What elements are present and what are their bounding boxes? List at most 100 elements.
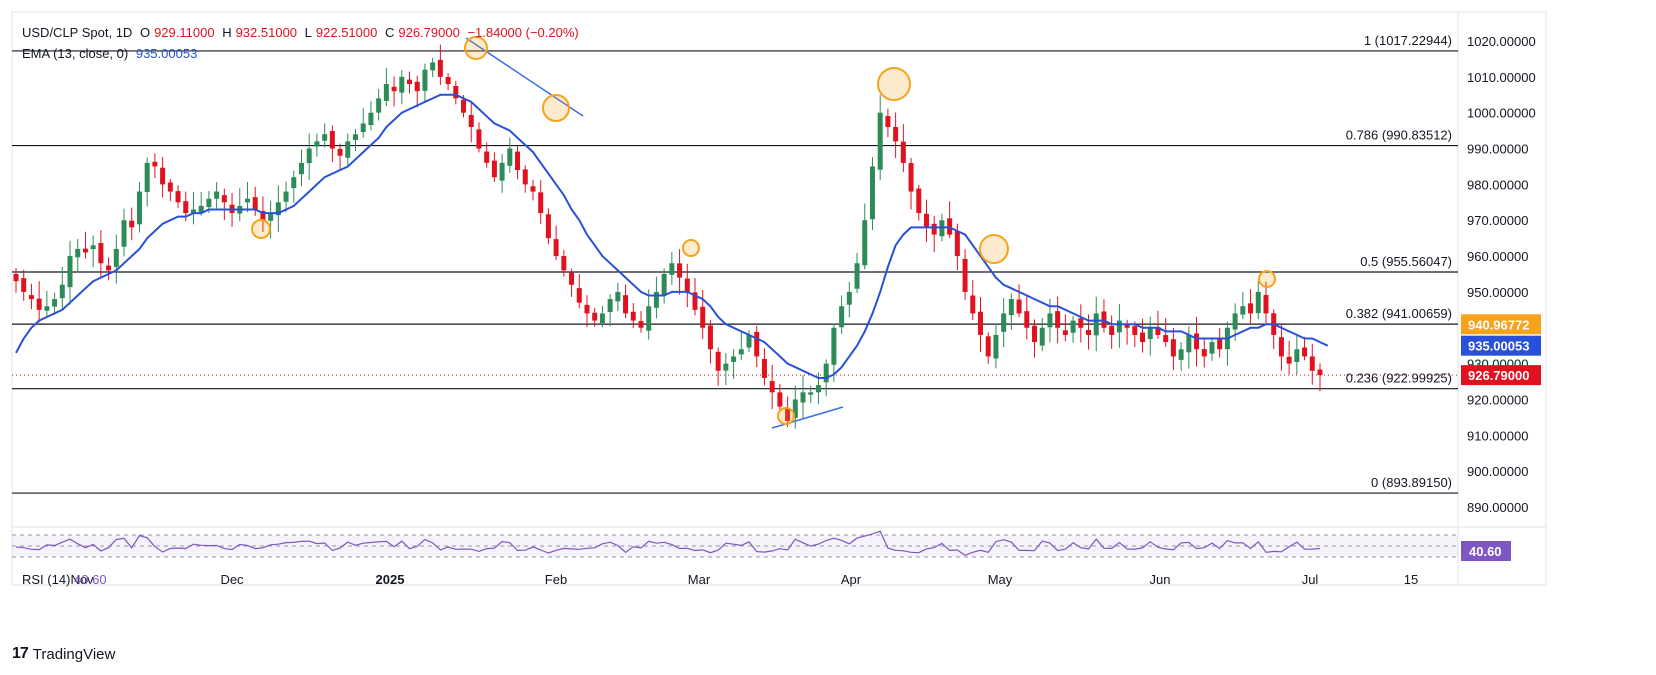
candle-body [684,278,690,292]
candle-body [831,327,837,365]
candle-body [437,59,443,77]
tradingview-brand[interactable]: 17 TradingView [12,645,115,663]
candle-body [777,392,783,407]
y-tick-label: 970.00000 [1467,213,1528,228]
highlight-circle [877,67,911,101]
candle-body [90,245,96,250]
candle-body [353,134,359,140]
candle-body [769,381,775,393]
brand-label: TradingView [32,645,116,663]
symbol-label: USD/CLP Spot, 1D [22,25,133,40]
candle-body [746,334,752,348]
candle-body [839,306,845,328]
candle-body [569,272,575,285]
ema-legend[interactable]: EMA (13, close, 0) 935.00053 [22,46,201,61]
x-tick-label: Mar [688,572,711,587]
candle-body [21,278,27,292]
candle-body [862,220,868,266]
candle-body [553,239,559,257]
candle-body [67,256,73,288]
fib-label: 0.5 (955.56047) [1360,254,1452,269]
ema-label: EMA (13, close, 0) [22,46,129,61]
candle-body [1086,329,1092,335]
highlight-circle [777,407,795,425]
candle-body [877,112,883,170]
candle-body [430,62,436,71]
candle-body [1055,311,1061,328]
candle-body [700,306,706,328]
candle-body [545,214,551,239]
candle-body [900,141,906,163]
candle-body [206,198,212,208]
candle-body [129,220,135,228]
candle-body [1116,320,1122,333]
candle-body [916,188,922,214]
candle-body [576,288,582,303]
candle-body [1163,335,1169,343]
candle-body [1140,332,1146,343]
candle-body [1294,349,1300,362]
candle-body [1286,356,1292,364]
fib-label: 0.236 (922.99925) [1346,371,1452,386]
candle-body [314,141,320,147]
y-tick-label: 1020.00000 [1467,34,1536,49]
candle-body [846,291,852,305]
candle-body [1024,311,1030,328]
rsi-tag-label: 40.60 [1469,544,1502,559]
candle-body [1194,333,1200,350]
candle-body [322,134,328,141]
candle-body [977,311,983,335]
candle-body [761,358,767,378]
x-tick-label: May [988,572,1013,587]
fibonacci-levels: 1 (1017.22944) 0.786 (990.83512) 0.5 (955.… [12,33,1458,494]
rsi-line [15,530,1321,556]
highlight-circle [464,36,488,60]
candle-body [1278,337,1284,357]
y-tick-label: 900.00000 [1467,464,1528,479]
candle-body [1186,334,1192,353]
candle-body [1155,327,1161,335]
candle-body [623,295,629,314]
candle-body [36,298,42,310]
price-axis: 1020.00000 1010.00000 1000.00000 990.00000 9… [1461,34,1541,515]
ema-value: 935.00053 [135,46,198,61]
candle-body [723,363,729,371]
candle-body [923,213,929,228]
low-label: L [304,25,312,40]
highlight-circle [251,219,271,239]
rsi-legend[interactable]: RSI (14) 40.60 [22,572,107,587]
candle-body [507,148,513,166]
highlight-circle [682,239,700,257]
candle-body [785,408,791,421]
candle-body [615,291,621,302]
candle-body [800,392,806,403]
candle-body [175,191,181,203]
candle-body [476,129,482,149]
candle-body [1302,347,1308,357]
candle-body [931,223,937,235]
candle-body [407,79,413,85]
candle-body [461,99,467,113]
highlight-circle [1258,270,1276,288]
candle-body [599,313,605,324]
candle-body [1124,323,1130,328]
candle-body [368,112,374,126]
candle-body [1062,330,1068,335]
highlight-circle [542,94,570,122]
candle-body [399,76,405,93]
price-tag [1461,365,1541,386]
candle-body [44,306,50,311]
y-tick-label: 910.00000 [1467,428,1528,443]
price-tag [1461,314,1541,335]
time-axis: Nov Dec 2025 Feb Mar Apr May Jun Jul 15 [70,572,1418,587]
x-tick-label: 15 [1404,572,1418,587]
candle-body [268,213,274,221]
y-tick-label: 990.00000 [1467,142,1528,157]
candle-body [607,299,613,313]
candle-body [28,295,34,300]
x-tick-label: Apr [841,572,862,587]
open-value: 929.11000 [154,25,215,40]
rsi-tag [1461,541,1511,561]
open-label: O [139,25,151,40]
